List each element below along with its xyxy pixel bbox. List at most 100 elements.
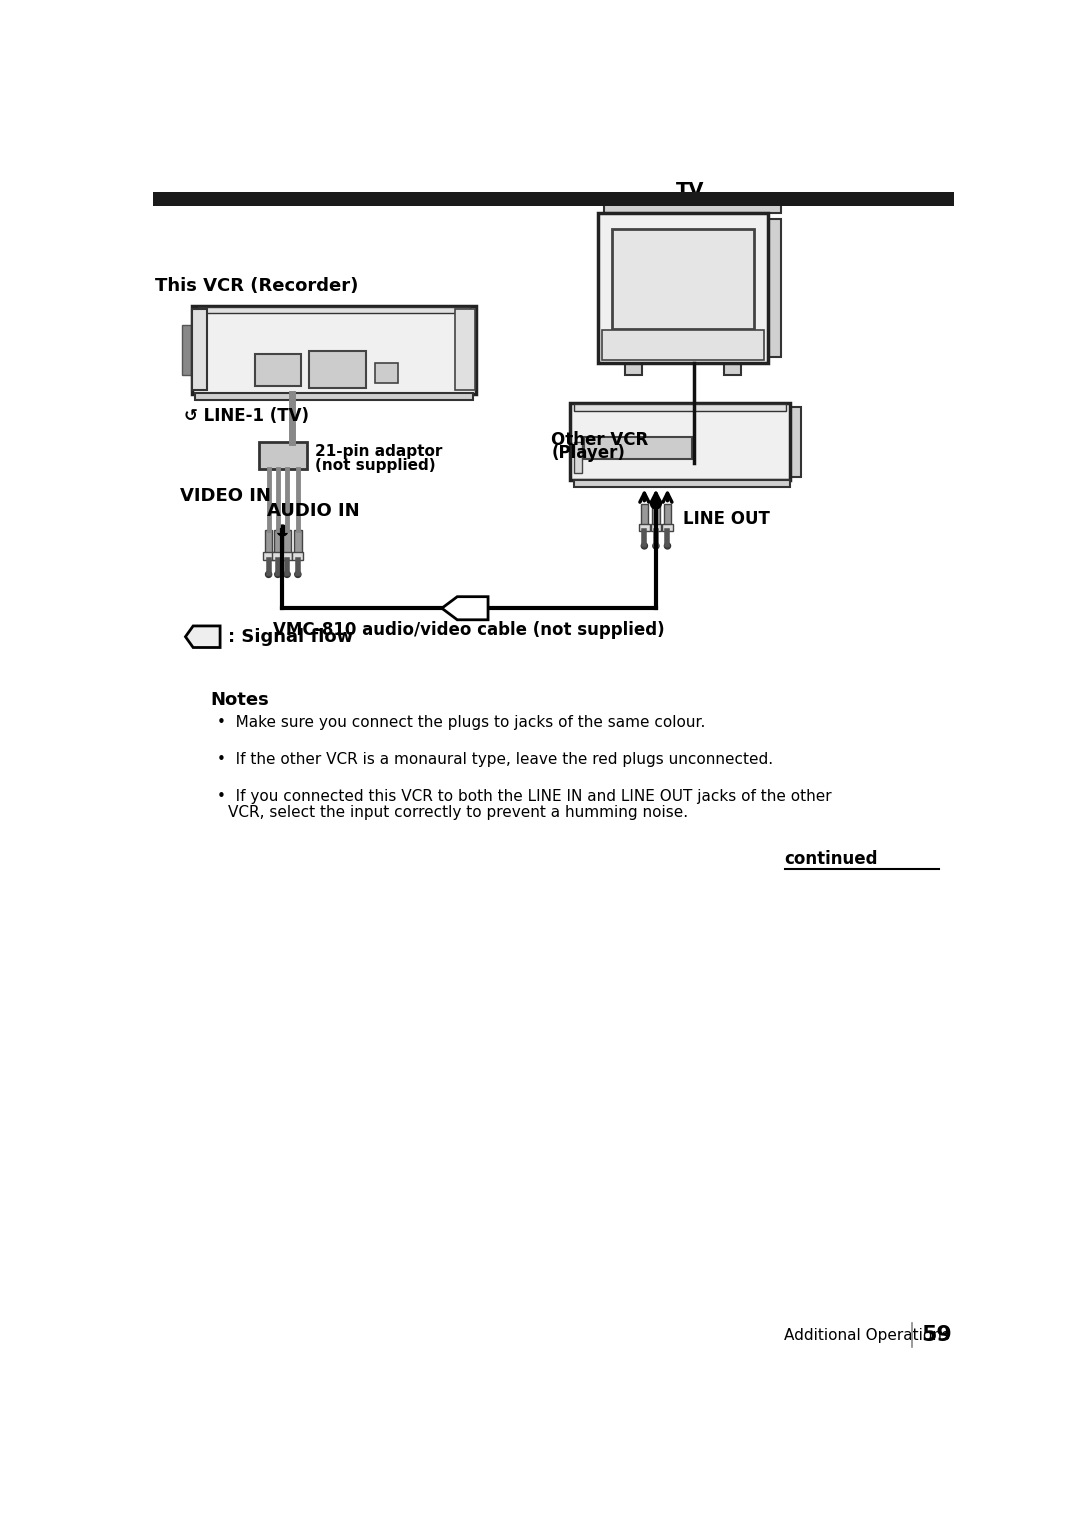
Bar	[274, 357, 279, 385]
Circle shape	[271, 452, 275, 457]
Bar	[311, 317, 313, 351]
Circle shape	[757, 438, 777, 458]
Bar	[652, 503, 660, 526]
Circle shape	[288, 452, 293, 457]
Bar	[585, 438, 690, 457]
Circle shape	[262, 445, 267, 449]
Bar	[349, 317, 351, 351]
Bar	[750, 417, 759, 428]
Bar	[724, 362, 741, 376]
Text: ↺ LINE-1 (TV): ↺ LINE-1 (TV)	[184, 406, 309, 425]
Bar	[362, 317, 364, 351]
Text: •  If you connected this VCR to both the LINE IN and LINE OUT jacks of the other: • If you connected this VCR to both the …	[217, 789, 832, 805]
Bar	[257, 317, 259, 351]
Bar	[315, 317, 318, 351]
Bar	[245, 317, 247, 351]
Circle shape	[664, 543, 671, 549]
Circle shape	[650, 498, 661, 509]
Bar	[293, 552, 303, 560]
Bar	[318, 354, 322, 386]
Bar	[215, 317, 217, 351]
Bar	[366, 317, 368, 351]
Bar	[640, 503, 648, 526]
Circle shape	[216, 366, 229, 380]
Bar	[262, 357, 267, 385]
Bar	[269, 317, 270, 351]
Bar	[218, 317, 220, 351]
Bar	[256, 357, 260, 385]
Bar	[191, 310, 207, 391]
Text: VIDEO IN: VIDEO IN	[180, 487, 271, 504]
Bar	[259, 442, 307, 469]
Text: continued: continued	[784, 851, 878, 868]
Bar	[575, 405, 786, 411]
Circle shape	[288, 461, 293, 466]
Text: •  If the other VCR is a monaural type, leave the red plugs unconnected.: • If the other VCR is a monaural type, l…	[217, 753, 773, 766]
Text: AUDIO IN: AUDIO IN	[267, 503, 360, 520]
Bar	[264, 552, 274, 560]
Bar	[195, 394, 473, 400]
Circle shape	[642, 543, 647, 549]
Bar	[345, 317, 347, 351]
Bar	[324, 354, 328, 386]
Bar	[384, 366, 389, 382]
Circle shape	[266, 572, 272, 578]
Bar	[272, 317, 274, 351]
Circle shape	[262, 461, 267, 466]
Bar	[602, 330, 764, 360]
Polygon shape	[186, 625, 220, 647]
Bar	[265, 317, 267, 351]
Text: This VCR (Recorder): This VCR (Recorder)	[156, 277, 359, 296]
Bar	[191, 305, 476, 394]
Text: (not supplied): (not supplied)	[314, 457, 435, 472]
Bar	[391, 366, 395, 382]
Circle shape	[280, 452, 284, 457]
Circle shape	[237, 369, 242, 376]
Bar	[226, 317, 228, 351]
Circle shape	[428, 357, 433, 362]
Circle shape	[271, 461, 275, 466]
Bar	[198, 307, 471, 313]
Bar	[211, 317, 213, 351]
Bar	[639, 524, 650, 532]
Bar	[253, 317, 255, 351]
Bar	[294, 530, 301, 553]
Circle shape	[295, 572, 301, 578]
Bar	[265, 530, 272, 553]
Bar	[336, 317, 338, 351]
Bar	[379, 317, 380, 351]
Bar	[625, 362, 642, 376]
Bar	[375, 363, 397, 383]
Text: Additional Operations: Additional Operations	[784, 1328, 950, 1343]
Circle shape	[748, 429, 785, 466]
Bar	[255, 354, 301, 386]
Circle shape	[232, 366, 246, 380]
Circle shape	[296, 445, 301, 449]
Bar	[605, 202, 782, 213]
Circle shape	[424, 354, 436, 366]
Bar	[612, 228, 754, 328]
Bar	[383, 317, 384, 351]
Bar	[738, 417, 746, 428]
Bar	[391, 317, 393, 351]
Circle shape	[278, 526, 288, 537]
Circle shape	[219, 369, 226, 376]
Circle shape	[262, 452, 267, 457]
Text: VCR, select the input correctly to prevent a humming noise.: VCR, select the input correctly to preve…	[228, 805, 688, 820]
Bar	[281, 357, 285, 385]
Bar	[768, 219, 782, 357]
Bar	[283, 530, 291, 553]
Text: : Signal flow: : Signal flow	[228, 627, 353, 645]
Text: (Player): (Player)	[551, 445, 625, 463]
Bar	[375, 317, 377, 351]
Bar	[584, 437, 692, 458]
Text: Other VCR: Other VCR	[551, 431, 648, 449]
Bar	[598, 213, 768, 363]
Bar	[269, 357, 272, 385]
Bar	[338, 354, 342, 386]
Bar	[238, 317, 240, 351]
Circle shape	[271, 445, 275, 449]
Bar	[230, 317, 232, 351]
Bar	[663, 503, 672, 526]
Bar	[310, 354, 314, 386]
